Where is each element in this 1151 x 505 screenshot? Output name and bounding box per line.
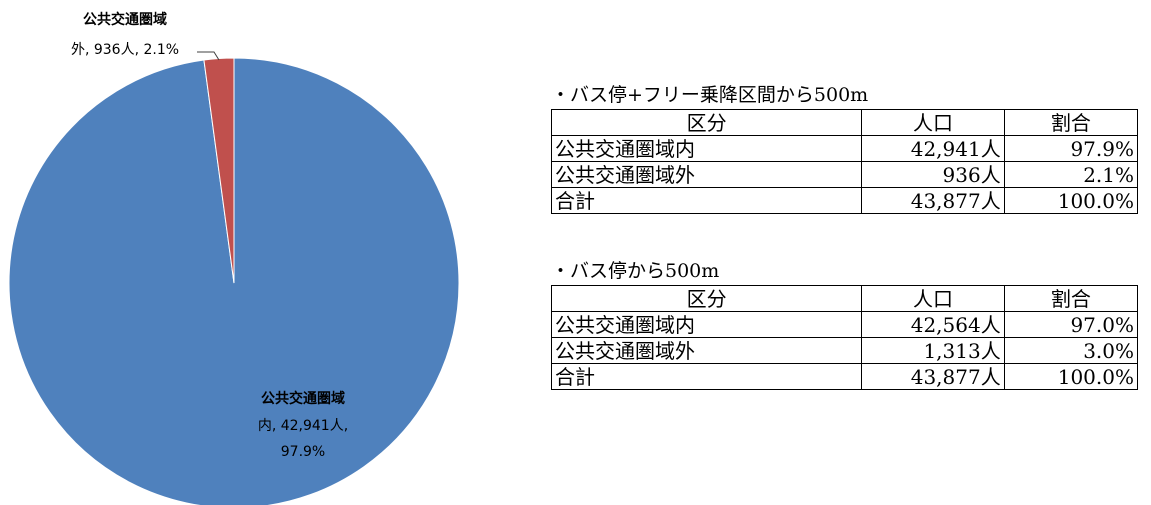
table-header-row: 区分 人口 割合 — [550, 109, 1139, 136]
header-category: 区分 — [550, 109, 863, 136]
header-population: 人口 — [861, 285, 1005, 312]
table-row: 公共交通圏域外 936人 2.1% — [550, 161, 1139, 188]
pie-slice-inside — [8, 57, 460, 505]
leader-line — [197, 51, 220, 61]
population-table: 区分 人口 割合 公共交通圏域内 42,941人 97.9% 公共交通圏域外 9… — [550, 109, 1139, 214]
table-row: 合計 43,877人 100.0% — [550, 363, 1139, 390]
header-population: 人口 — [861, 109, 1005, 136]
header-ratio: 割合 — [1003, 109, 1139, 136]
table-title: ・バス停+フリー乗降区間から500m — [551, 84, 869, 106]
slice-label-inside-line-3: 97.9% — [281, 444, 325, 460]
table-title: ・バス停から500m — [551, 260, 720, 282]
cell-category: 公共交通圏域外 — [550, 337, 863, 364]
cell-ratio: 97.9% — [1003, 135, 1139, 162]
table-row: 合計 43,877人 100.0% — [550, 187, 1139, 214]
slice-label-outside-line-1: 公共交通圏域 — [83, 11, 167, 28]
table-block-1: ・バス停+フリー乗降区間から500m 区分 人口 割合 公共交通圏域内 42,9… — [550, 81, 1139, 214]
table-header-row: 区分 人口 割合 — [550, 285, 1139, 312]
cell-category: 合計 — [550, 363, 863, 390]
cell-ratio: 100.0% — [1003, 187, 1139, 214]
cell-category: 公共交通圏域内 — [550, 311, 863, 338]
cell-population: 936人 — [861, 161, 1005, 188]
population-table: 区分 人口 割合 公共交通圏域内 42,564人 97.0% 公共交通圏域外 1… — [550, 285, 1139, 390]
table-block-2: ・バス停から500m 区分 人口 割合 公共交通圏域内 42,564人 97.0… — [550, 257, 1139, 390]
cell-population: 42,564人 — [861, 311, 1005, 338]
table-row: 公共交通圏域内 42,564人 97.0% — [550, 311, 1139, 338]
pie-slice-outside — [203, 57, 235, 284]
header-category: 区分 — [550, 285, 863, 312]
cell-ratio: 2.1% — [1003, 161, 1139, 188]
slice-label-inside-line-2: 内, 42,941人, — [258, 418, 348, 434]
slice-label-inside-line-1: 公共交通圏域 — [261, 390, 345, 407]
cell-population: 1,313人 — [861, 337, 1005, 364]
cell-ratio: 3.0% — [1003, 337, 1139, 364]
cell-population: 43,877人 — [861, 363, 1005, 390]
slice-label-outside-line-2: 外, 936人, 2.1% — [71, 42, 179, 58]
table-row: 公共交通圏域内 42,941人 97.9% — [550, 135, 1139, 162]
cell-category: 合計 — [550, 187, 863, 214]
cell-category: 公共交通圏域内 — [550, 135, 863, 162]
header-ratio: 割合 — [1003, 285, 1139, 312]
pie-chart: 公共交通圏域 外, 936人, 2.1% 公共交通圏域 内, 42,941人, … — [8, 11, 460, 505]
cell-population: 43,877人 — [861, 187, 1005, 214]
cell-population: 42,941人 — [861, 135, 1005, 162]
cell-category: 公共交通圏域外 — [550, 161, 863, 188]
table-row: 公共交通圏域外 1,313人 3.0% — [550, 337, 1139, 364]
cell-ratio: 97.0% — [1003, 311, 1139, 338]
cell-ratio: 100.0% — [1003, 363, 1139, 390]
